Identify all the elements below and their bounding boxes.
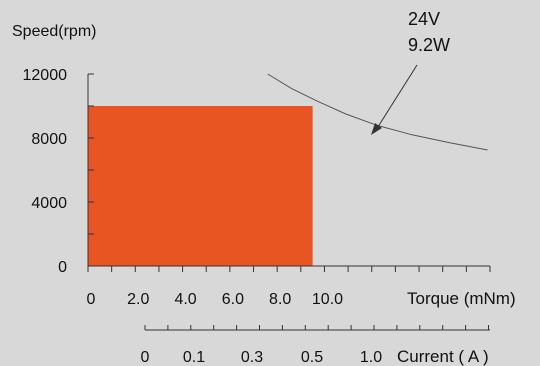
voltage-annotation: 24V	[408, 9, 440, 29]
y-tick-label: 4000	[31, 195, 67, 212]
operating-region	[88, 106, 313, 266]
x-tick-label: 2.0	[127, 291, 149, 308]
x-tick-label: 6.0	[222, 291, 244, 308]
axis-tick-labels: 12000 8000 4000 0 0 2.0 4.0 6.0 8.0 10.0 0 0.1 0.3 0.…	[23, 67, 383, 366]
axis-ticks	[87, 73, 491, 330]
x-tick-label: 0	[87, 291, 96, 308]
x-tick-label: 8.0	[269, 291, 291, 308]
annotation-arrow-head	[371, 123, 382, 135]
x-tick-label: 4.0	[174, 291, 196, 308]
y-axis-title: Speed(rpm)	[12, 23, 96, 40]
y-tick-label: 8000	[31, 131, 67, 148]
current-tick-label: 0.3	[241, 349, 263, 366]
current-axis-title: Current ( A )	[397, 347, 489, 366]
annotation-arrow-line	[375, 64, 418, 131]
x-axis-title: Torque (mNm)	[407, 289, 516, 308]
power-annotation: 9.2W	[408, 35, 450, 55]
current-tick-label: 0.1	[183, 349, 205, 366]
y-tick-label: 0	[58, 259, 67, 276]
x-tick-label: 10.0	[312, 291, 343, 308]
current-tick-label: 0	[141, 349, 150, 366]
power-curve	[267, 73, 488, 151]
current-tick-label: 0.5	[301, 349, 323, 366]
current-tick-label: 1.0	[360, 349, 382, 366]
y-tick-label: 12000	[23, 67, 68, 84]
